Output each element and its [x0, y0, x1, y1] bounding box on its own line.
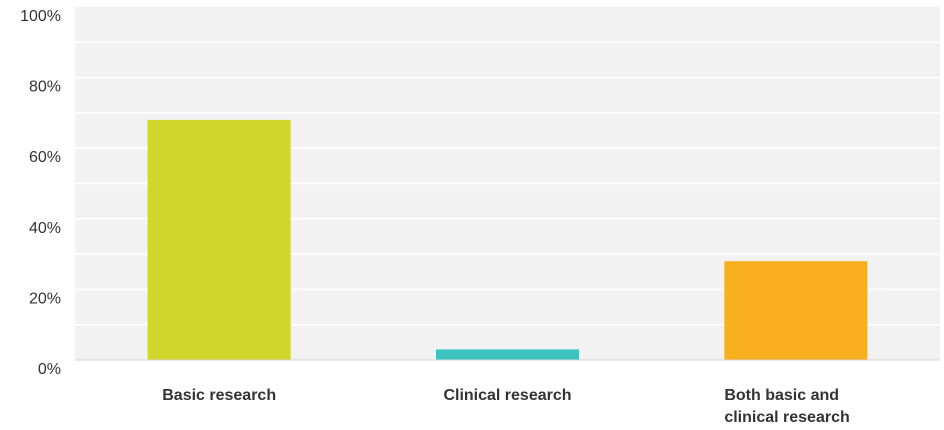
y-tick-label: 100%	[20, 8, 61, 25]
x-category-label: Basic research	[162, 387, 276, 404]
y-tick-labels: 0% 20% 40% 60% 80% 100%	[20, 8, 61, 378]
bar	[147, 119, 291, 361]
x-category-label: Both basic and clinical research	[724, 387, 849, 426]
x-category-labels: Basic research Clinical research Both basi…	[162, 387, 850, 426]
y-tick-label: 80%	[29, 79, 61, 96]
bar	[436, 349, 579, 360]
y-tick-label: 60%	[29, 149, 61, 166]
bars	[147, 119, 868, 361]
y-tick-label: 20%	[29, 290, 61, 307]
x-category-label: Clinical research	[443, 387, 571, 404]
bar	[724, 261, 868, 360]
y-tick-label: 40%	[29, 220, 61, 237]
y-tick-label: 0%	[38, 361, 61, 378]
